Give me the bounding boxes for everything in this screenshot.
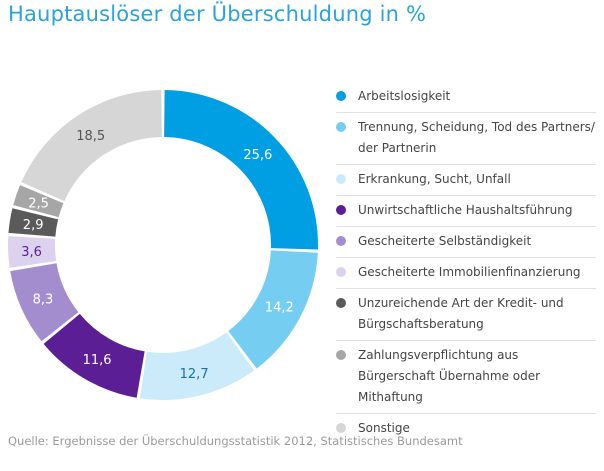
slice-value-label-3: 12,7: [180, 367, 209, 382]
donut-slice-9: [21, 90, 162, 202]
legend-item-5: Gescheiterte Selbständigkeit: [336, 227, 596, 258]
legend-color-dot: [336, 350, 346, 360]
donut-slice-8: [13, 185, 64, 218]
slice-value-label-5: 8,3: [33, 293, 54, 308]
legend-color-dot: [336, 91, 346, 101]
legend-label: Gescheiterte Immobilienfinanzierung: [358, 265, 581, 279]
donut-slice-2: [228, 250, 318, 369]
chart-title: Hauptauslöser der Überschuldung in %: [8, 2, 427, 26]
legend-item-3: Erkrankung, Sucht, Unfall: [336, 165, 596, 196]
legend-item-4: Unwirtschaftliche Haushaltsführung: [336, 196, 596, 227]
slice-value-label-1: 25,6: [243, 148, 272, 163]
donut-slice-6: [8, 236, 57, 268]
donut-slice-5: [10, 263, 79, 342]
legend-item-9: Sonstige: [336, 414, 596, 444]
slice-value-label-4: 11,6: [83, 353, 112, 368]
legend-item-8: Zahlungsverpflichtung aus Bürgerschaft Ü…: [336, 341, 596, 414]
donut-slice-3: [139, 332, 255, 400]
legend-color-dot: [336, 423, 346, 433]
legend-label: Trennung, Scheidung, Tod des Partners/ d…: [358, 120, 595, 155]
donut-slice-4: [43, 313, 145, 398]
legend-label: Sonstige: [358, 421, 410, 435]
legend-label: Zahlungsverpflichtung aus Bürgerschaft Ü…: [358, 348, 541, 404]
legend-label: Gescheiterte Selbständigkeit: [358, 234, 532, 248]
legend-color-dot: [336, 205, 346, 215]
slice-value-label-8: 2,5: [28, 197, 49, 212]
legend-label: Erkrankung, Sucht, Unfall: [358, 172, 511, 186]
donut-chart: 25,6 14,2 12,7 11,6 8,3 3,6 2,9 2,5 18,5: [8, 90, 318, 400]
source-note: Quelle: Ergebnisse der Überschuldungssta…: [8, 434, 463, 448]
slice-value-label-6: 3,6: [21, 245, 42, 260]
legend-color-dot: [336, 174, 346, 184]
donut-slice-1: [164, 90, 318, 250]
slice-value-label-9: 18,5: [76, 129, 105, 144]
legend-color-dot: [336, 298, 346, 308]
legend-label: Unzureichende Art der Kredit- und Bürgsc…: [358, 296, 564, 331]
legend-item-2: Trennung, Scheidung, Tod des Partners/ d…: [336, 113, 596, 165]
slice-value-label-7: 2,9: [23, 218, 44, 233]
legend-color-dot: [336, 267, 346, 277]
legend-item-7: Unzureichende Art der Kredit- und Bürgsc…: [336, 289, 596, 341]
legend-label: Unwirtschaftliche Haushaltsführung: [358, 203, 573, 217]
chart-legend: Arbeitslosigkeit Trennung, Scheidung, Tod…: [336, 82, 596, 444]
donut-slice-7: [8, 208, 59, 237]
slice-value-label-2: 14,2: [265, 300, 294, 315]
legend-color-dot: [336, 122, 346, 132]
legend-color-dot: [336, 236, 346, 246]
legend-label: Arbeitslosigkeit: [358, 89, 451, 103]
legend-item-1: Arbeitslosigkeit: [336, 82, 596, 113]
legend-item-6: Gescheiterte Immobilienfinanzierung: [336, 258, 596, 289]
